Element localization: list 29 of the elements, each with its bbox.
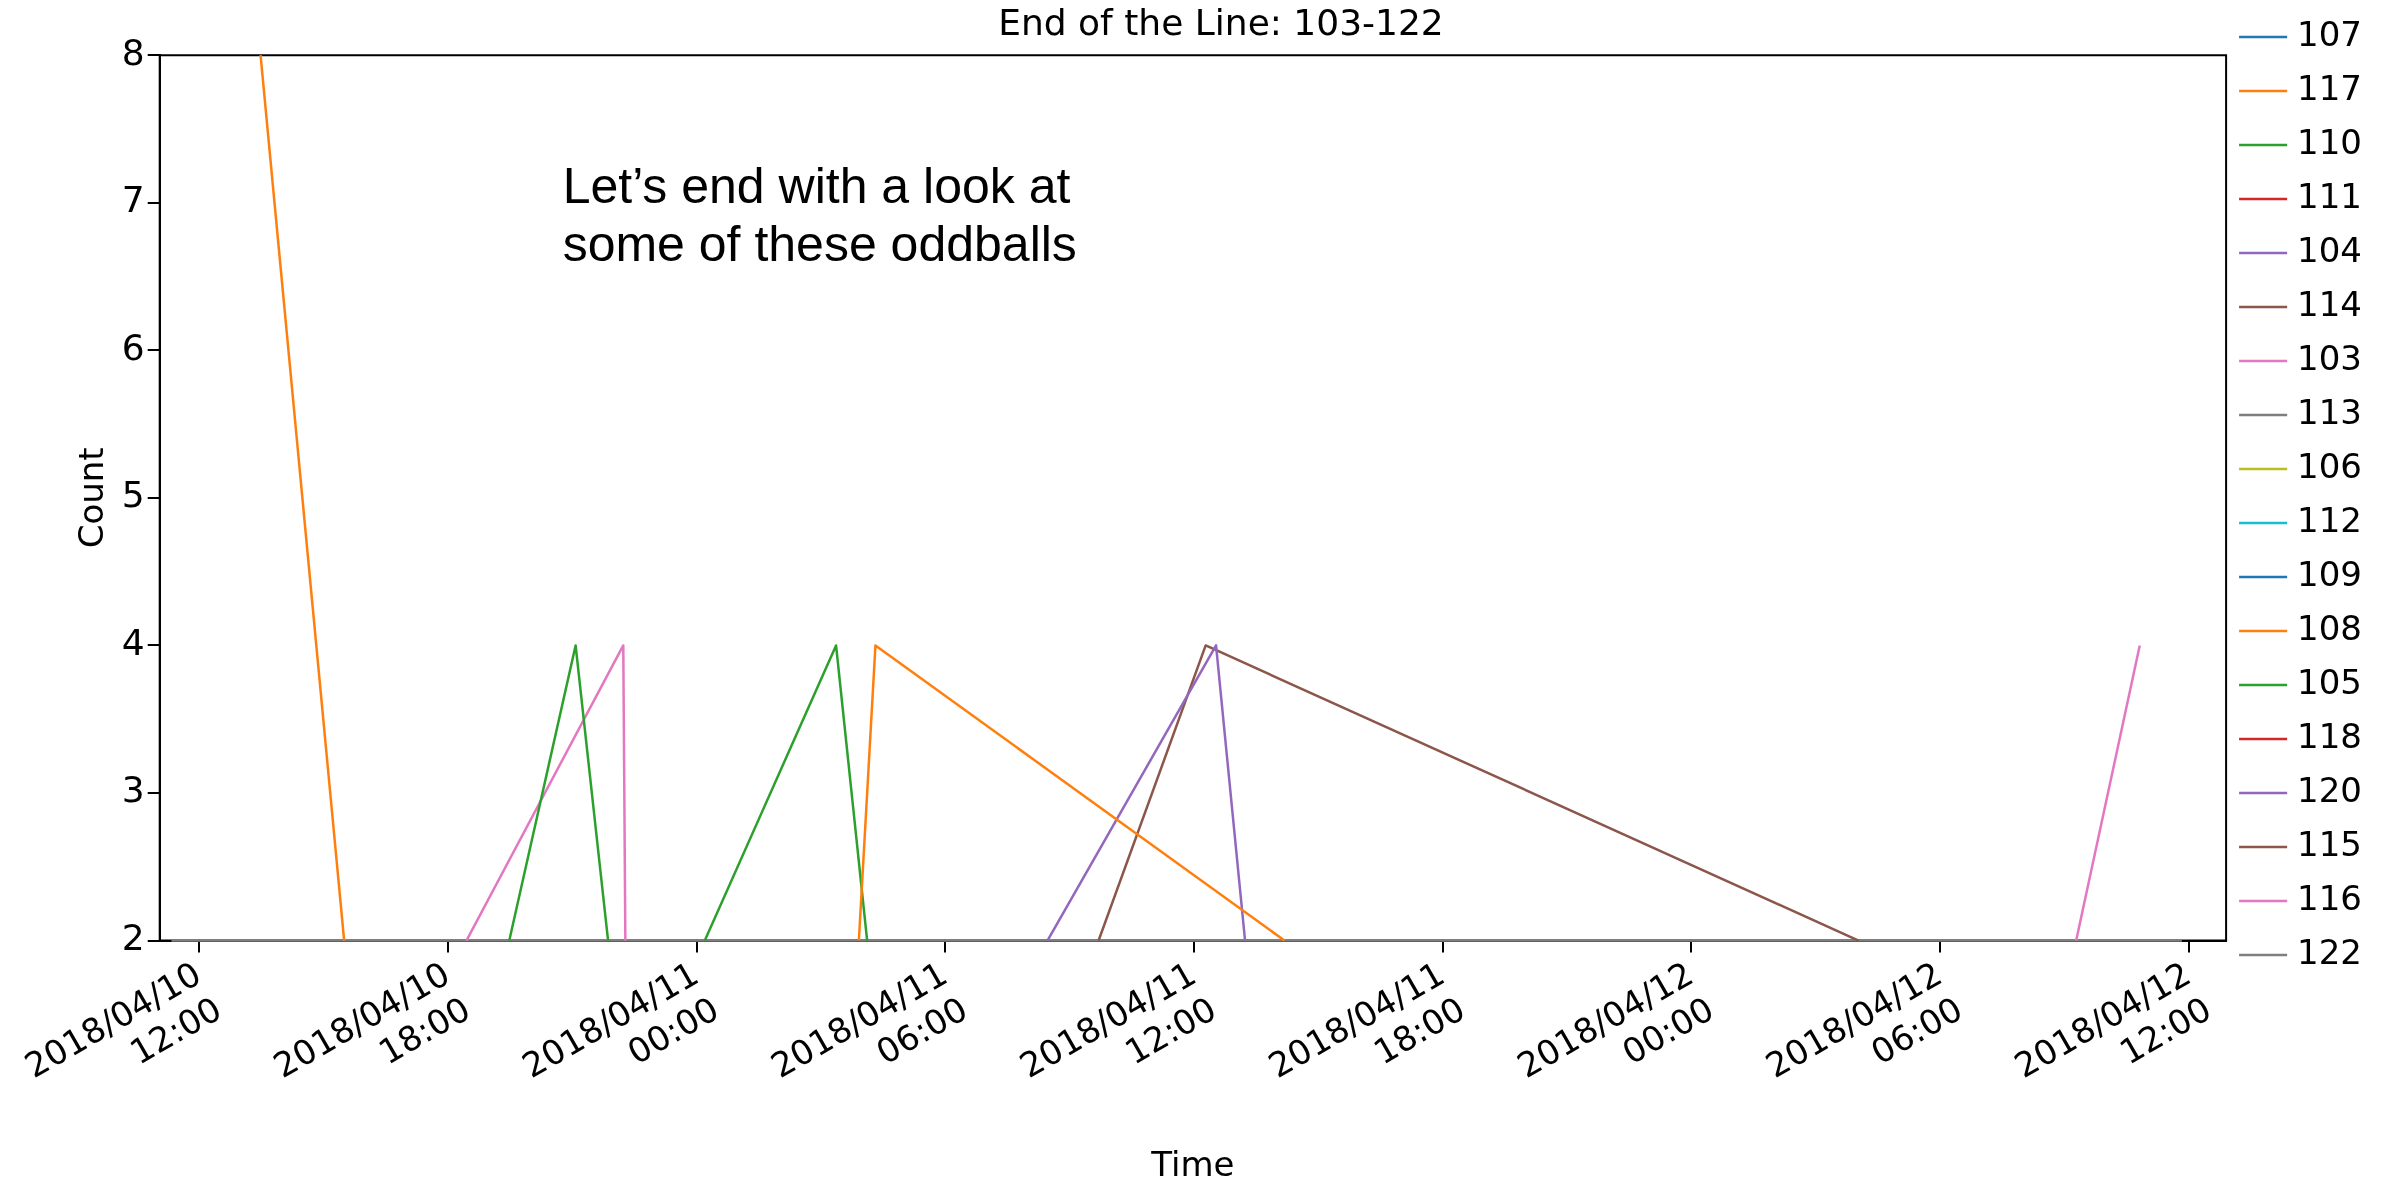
legend-label: 103 [2297, 337, 2363, 378]
chart-title: End of the Line: 103-122 [998, 1, 1444, 43]
legend-label: 116 [2297, 877, 2363, 918]
legend-label: 106 [2297, 445, 2363, 486]
legend-label: 115 [2297, 823, 2363, 864]
y-axis-title: Count [71, 447, 112, 549]
legend-label: 108 [2297, 607, 2363, 648]
legend-label: 117 [2297, 67, 2363, 108]
y-tick-label: 4 [121, 621, 145, 663]
legend-label: 107 [2297, 13, 2363, 54]
y-tick-label: 6 [121, 326, 145, 368]
y-tick-label: 5 [121, 474, 145, 516]
legend-label: 112 [2297, 499, 2363, 540]
x-axis-title: Time [1150, 1144, 1235, 1185]
legend-label: 105 [2297, 661, 2363, 702]
legend-label: 118 [2297, 715, 2363, 756]
annotation: Let’s end with a look at some of these oddballs [562, 157, 1078, 273]
y-tick-label: 3 [121, 769, 145, 811]
legend-label: 104 [2297, 229, 2363, 270]
legend-label: 110 [2297, 121, 2363, 162]
legend-label: 120 [2297, 769, 2363, 810]
legend-label: 114 [2297, 283, 2363, 324]
legend-label: 111 [2297, 175, 2363, 216]
y-tick-label: 7 [121, 179, 145, 221]
legend-label: 109 [2297, 553, 2363, 594]
y-tick-label: 8 [121, 31, 145, 73]
y-tick-label: 2 [121, 916, 145, 958]
legend-label: 122 [2297, 931, 2363, 972]
legend-label: 113 [2297, 391, 2363, 432]
